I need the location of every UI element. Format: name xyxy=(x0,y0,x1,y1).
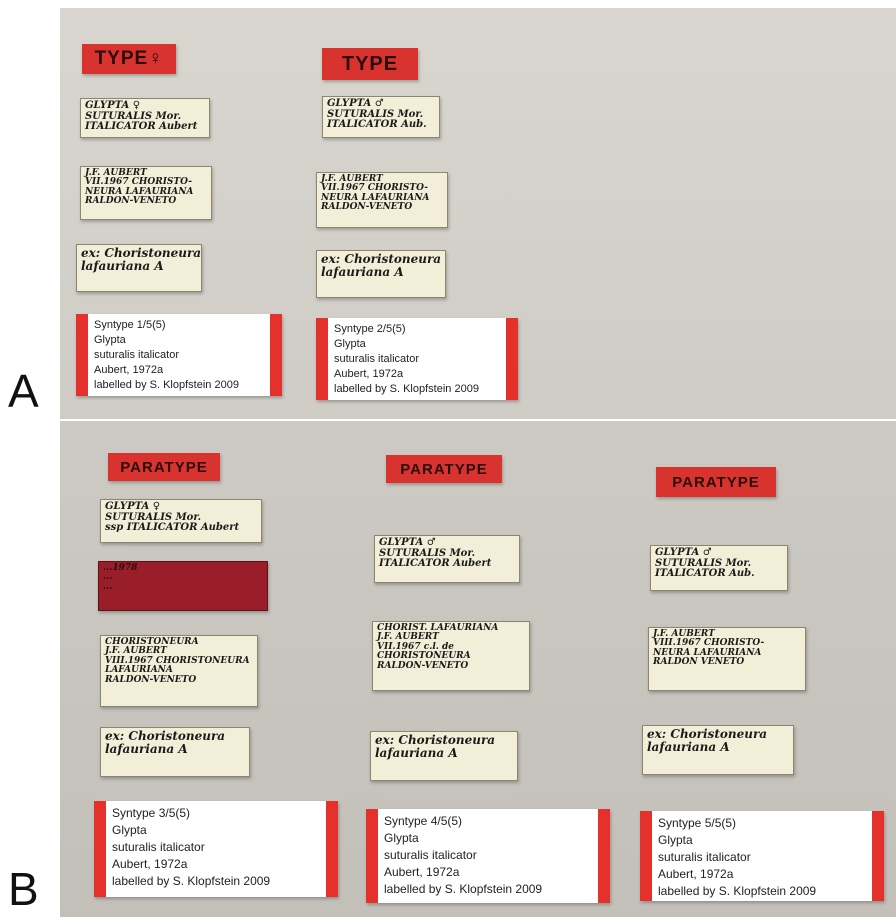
author-year: Aubert, 1972a xyxy=(658,867,734,881)
genus: Glypta xyxy=(384,831,419,845)
locality-label: CHORISTONEURA J.F. AUBERT VIII.1967 CHOR… xyxy=(100,635,258,707)
syntype-label: Syntype 1/5(5) Glypta suturalis italicat… xyxy=(76,314,282,396)
type-label: TYPE♀ xyxy=(82,44,176,74)
panel-letter-b: B xyxy=(8,863,39,915)
syntype-label: Syntype 3/5(5) Glypta suturalis italicat… xyxy=(94,801,338,897)
paratype-label: PARATYPE xyxy=(386,455,502,483)
species: suturalis italicator xyxy=(658,850,751,864)
host-label: ex: Choristoneura lafauriana A xyxy=(100,727,250,777)
locality-label: CHORIST. LAFAURIANA J.F. AUBERT VII.1967… xyxy=(372,621,530,691)
type-label: TYPE xyxy=(322,48,418,80)
genus: Glypta xyxy=(334,338,366,350)
host-label: ex: Choristoneura lafauriana A xyxy=(76,244,202,292)
species: suturalis italicator xyxy=(334,353,419,365)
author-year: Aubert, 1972a xyxy=(94,364,164,376)
species: suturalis italicator xyxy=(112,840,205,854)
determination-label: GLYPTA ♂ SUTURALIS Mor. ITALICATOR Aub. xyxy=(322,96,440,138)
panel-letter-a: A xyxy=(8,365,39,417)
locality-label: J.F. AUBERT VII.1967 CHORISTO- NEURA LAF… xyxy=(80,166,212,220)
locality-label: J.F. AUBERT VIII.1967 CHORISTO- NEURA LA… xyxy=(648,627,806,691)
determination-label: GLYPTA ♀ SUTURALIS Mor. ssp ITALICATOR A… xyxy=(100,499,262,543)
syntype-label: Syntype 2/5(5) Glypta suturalis italicat… xyxy=(316,318,518,400)
genus: Glypta xyxy=(112,823,147,837)
syntype-number: Syntype 5/5(5) xyxy=(658,816,737,830)
author-year: Aubert, 1972a xyxy=(384,865,460,879)
syntype-number: Syntype 2/5(5) xyxy=(334,323,406,335)
syntype-number: Syntype 1/5(5) xyxy=(94,319,166,331)
labelled-by: labelled by S. Klopfstein 2009 xyxy=(658,884,817,898)
syntype-number: Syntype 3/5(5) xyxy=(112,806,191,820)
labelled-by: labelled by S. Klopfstein 2009 xyxy=(112,874,271,888)
determination-label: GLYPTA ♀ SUTURALIS Mor. ITALICATOR Auber… xyxy=(80,98,210,138)
determination-label: GLYPTA ♂ SUTURALIS Mor. ITALICATOR Aub. xyxy=(650,545,788,591)
locality-label: J.F. AUBERT VII.1967 CHORISTO- NEURA LAF… xyxy=(316,172,448,228)
paratype-label: PARATYPE xyxy=(656,467,776,497)
labelled-by: labelled by S. Klopfstein 2009 xyxy=(384,882,543,896)
host-label: ex: Choristoneura lafauriana A xyxy=(316,250,446,298)
species: suturalis italicator xyxy=(94,349,179,361)
determination-label: GLYPTA ♂ SUTURALIS Mor. ITALICATOR Auber… xyxy=(374,535,520,583)
host-label: ex: Choristoneura lafauriana A xyxy=(642,725,794,775)
author-year: Aubert, 1972a xyxy=(334,368,404,380)
syntype-number: Syntype 4/5(5) xyxy=(384,814,463,828)
genus: Glypta xyxy=(94,334,126,346)
host-label: ex: Choristoneura lafauriana A xyxy=(370,731,518,781)
syntype-label: Syntype 4/5(5) Glypta suturalis italicat… xyxy=(366,809,610,903)
red-note-label: ...1978 ... ... xyxy=(98,561,268,611)
genus: Glypta xyxy=(658,833,693,847)
author-year: Aubert, 1972a xyxy=(112,857,188,871)
labelled-by: labelled by S. Klopfstein 2009 xyxy=(334,383,479,395)
paratype-label: PARATYPE xyxy=(108,453,220,481)
species: suturalis italicator xyxy=(384,848,477,862)
syntype-label: Syntype 5/5(5) Glypta suturalis italicat… xyxy=(640,811,884,901)
labelled-by: labelled by S. Klopfstein 2009 xyxy=(94,379,239,391)
panel-b-photo: PARATYPE GLYPTA ♀ SUTURALIS Mor. ssp ITA… xyxy=(60,421,896,917)
panel-a-photo: TYPE♀ GLYPTA ♀ SUTURALIS Mor. ITALICATOR… xyxy=(60,8,896,419)
